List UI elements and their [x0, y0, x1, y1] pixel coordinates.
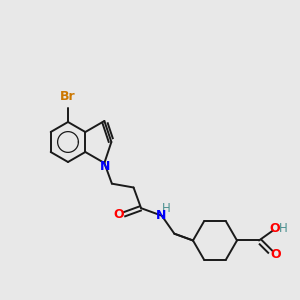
Text: N: N	[156, 209, 166, 222]
Text: Br: Br	[60, 91, 76, 103]
Text: H: H	[161, 202, 170, 215]
Text: O: O	[271, 248, 281, 261]
Text: H: H	[279, 222, 287, 235]
Text: O: O	[113, 208, 124, 221]
Text: O: O	[270, 222, 280, 235]
Text: N: N	[100, 160, 111, 172]
